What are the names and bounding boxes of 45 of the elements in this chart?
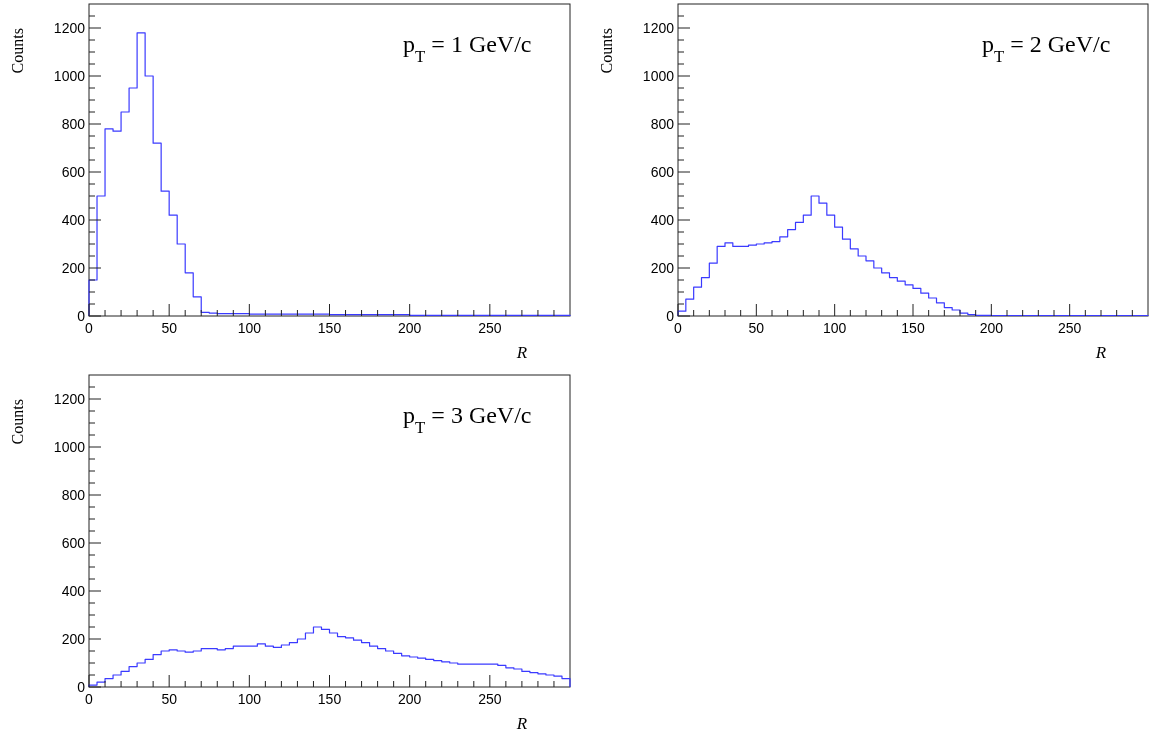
x-axis-title: R <box>515 343 528 362</box>
x-axis-title: R <box>515 714 528 731</box>
y-axis-title: Counts <box>9 399 26 445</box>
x-tick-label: 150 <box>317 691 342 707</box>
x-tick-label: 50 <box>161 691 178 707</box>
y-tick-label: 600 <box>650 163 675 180</box>
y-tick-label: 800 <box>61 486 86 503</box>
y-tick-label: 0 <box>666 307 675 324</box>
y-axis-title: Counts <box>598 28 615 74</box>
x-axis-title: R <box>1094 343 1107 362</box>
y-tick-label: 200 <box>650 259 675 276</box>
y-tick-label: 800 <box>61 115 86 132</box>
y-tick-label: 600 <box>61 534 86 551</box>
y-tick-label: 1200 <box>53 19 86 36</box>
x-tick-label: 200 <box>979 320 1004 336</box>
y-tick-label: 400 <box>61 582 86 599</box>
x-tick-label: 200 <box>397 691 422 707</box>
y-tick-label: 400 <box>650 211 675 228</box>
y-tick-label: 800 <box>650 115 675 132</box>
text: p$_{T}$ = 2 GeV/c <box>981 31 1111 66</box>
x-tick-label: 150 <box>317 320 342 336</box>
y-tick-label: 1000 <box>642 67 675 84</box>
text: p$_{T}$ = 3 GeV/c <box>403 402 532 437</box>
text: p$_{T}$ = 1 GeV/c <box>403 31 532 66</box>
x-tick-label: 150 <box>901 320 925 336</box>
x-tick-label: 50 <box>748 320 765 336</box>
y-tick-label: 0 <box>77 678 86 695</box>
y-tick-label: 200 <box>61 259 86 276</box>
x-tick-label: 100 <box>237 691 262 707</box>
x-tick-label: 200 <box>397 320 422 336</box>
x-tick-label: 100 <box>237 320 262 336</box>
y-tick-label: 200 <box>61 630 86 647</box>
y-tick-label: 1000 <box>53 67 86 84</box>
y-tick-label: 1200 <box>642 19 675 36</box>
x-tick-label: 100 <box>822 320 847 336</box>
y-axis-title: Counts <box>9 28 26 74</box>
x-tick-label: 50 <box>161 320 178 336</box>
y-tick-label: 0 <box>77 307 86 324</box>
x-tick-label: 250 <box>478 320 502 336</box>
y-tick-label: 600 <box>61 163 86 180</box>
y-tick-label: 1000 <box>53 438 86 455</box>
y-tick-label: 1200 <box>53 390 86 407</box>
x-tick-label: 250 <box>1057 320 1082 336</box>
x-tick-label: 250 <box>478 691 502 707</box>
y-tick-label: 400 <box>61 211 86 228</box>
